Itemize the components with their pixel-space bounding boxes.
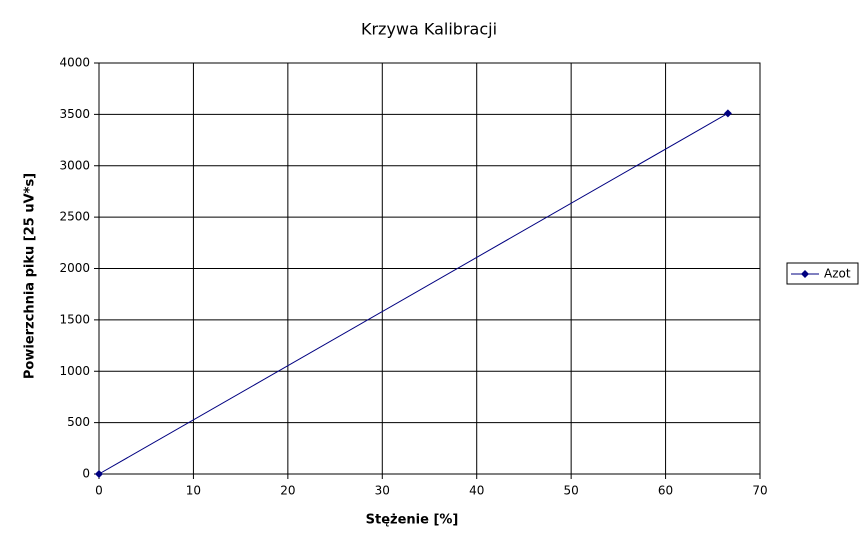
x-tick-label: 60 [658, 484, 673, 498]
y-tick-label: 3500 [59, 107, 90, 121]
data-point [95, 470, 103, 478]
y-tick-label: 2500 [59, 210, 90, 224]
x-axis-title: Stężenie [%] [366, 513, 459, 528]
x-tick-label: 20 [280, 484, 295, 498]
x-tick-label: 10 [186, 484, 201, 498]
x-tick-label: 0 [95, 484, 103, 498]
y-axis-title: Powierzchnia piku [25 uV*s] [23, 173, 38, 379]
plot-frame [98, 62, 761, 475]
y-tick-label: 3000 [59, 158, 90, 172]
y-tick-label: 500 [67, 415, 90, 429]
y-tick-label: 2000 [59, 261, 90, 275]
legend-box [786, 262, 859, 285]
y-tick-label: 4000 [59, 56, 90, 70]
data-point [723, 109, 732, 118]
y-tick-label: 1500 [59, 312, 90, 326]
legend-label: Azot [824, 267, 851, 281]
x-tick-label: 40 [469, 484, 484, 498]
y-tick-label: 0 [82, 467, 90, 481]
x-tick-label: 50 [564, 484, 579, 498]
x-tick-label: 70 [752, 484, 767, 498]
x-tick-label: 30 [375, 484, 390, 498]
series-line [98, 112, 729, 475]
y-tick-label: 1000 [59, 364, 90, 378]
chart-title: Krzywa Kalibracji [361, 20, 497, 39]
legend-marker [801, 270, 809, 278]
